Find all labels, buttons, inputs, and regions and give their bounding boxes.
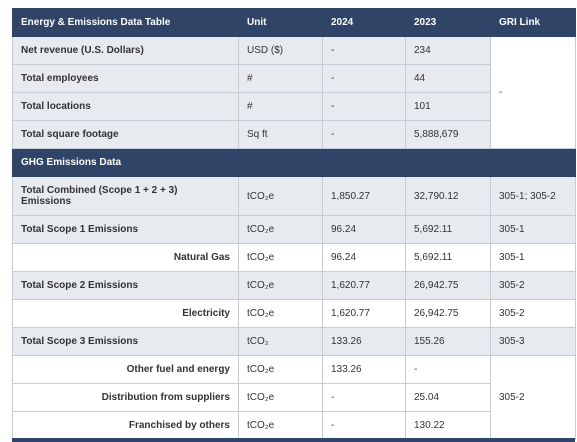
cell: - — [322, 120, 406, 149]
cell: 1,620.77 — [322, 299, 406, 328]
cell: Franchised by others — [12, 411, 239, 440]
cell: 130.22 — [405, 411, 491, 440]
cell: 155.26 — [405, 327, 491, 356]
cell: tCO₂e — [238, 299, 323, 328]
cell: 25.04 — [405, 383, 491, 412]
data-table: Energy & Emissions Data Table Unit 2024 … — [12, 8, 576, 440]
cell: 44 — [405, 64, 491, 93]
row: Total Scope 1 Emissions tCO₂e 96.24 5,69… — [12, 215, 576, 244]
header-cell: Energy & Emissions Data Table — [12, 8, 239, 37]
header-cell: 2024 — [322, 8, 406, 37]
cell: 133.26 — [322, 327, 406, 356]
cell: Total Scope 1 Emissions — [12, 215, 239, 244]
cell: USD ($) — [238, 36, 323, 65]
cell: 5,692.11 — [405, 215, 491, 244]
cell: - — [322, 64, 406, 93]
cell: - — [405, 355, 491, 384]
cell: Total Scope 3 Emissions — [12, 327, 239, 356]
header-cell: GRI Link — [490, 8, 576, 37]
cell: 305-1; 305-2 — [490, 176, 576, 216]
header-cell: Unit — [238, 8, 323, 37]
cell: 133.26 — [322, 355, 406, 384]
row: Total square footage Sq ft - 5,888,679 — [12, 120, 576, 149]
cell: 26,942.75 — [405, 271, 491, 300]
cell: 1,620.77 — [322, 271, 406, 300]
cell: tCO₂e — [238, 243, 323, 272]
cell: 5,888,679 — [405, 120, 491, 149]
cell: tCO₂e — [238, 383, 323, 412]
cell: 234 — [405, 36, 491, 65]
cell: tCO₂e — [238, 215, 323, 244]
header-row: Energy & Emissions Data Table Unit 2024 … — [12, 8, 576, 37]
cell: tCO₂e — [238, 355, 323, 384]
cell: Natural Gas — [12, 243, 239, 272]
cell: Other fuel and energy — [12, 355, 239, 384]
cell: 5,692.11 — [405, 243, 491, 272]
section-row: GHG Emissions Data — [12, 148, 576, 177]
cell: tCO₂e — [238, 271, 323, 300]
cell: 305-1 — [490, 215, 576, 244]
cell: Distribution from suppliers — [12, 383, 239, 412]
section-title: GHG Emissions Data — [12, 148, 576, 177]
cell: 305-2 — [490, 299, 576, 328]
cell: Sq ft — [238, 120, 323, 149]
cell: 305-2 — [490, 355, 576, 440]
row: Electricity tCO₂e 1,620.77 26,942.75 305… — [12, 299, 576, 328]
row: Natural Gas tCO₂e 96.24 5,692.11 305-1 — [12, 243, 576, 272]
cell: 305-1 — [490, 243, 576, 272]
cell: Total locations — [12, 92, 239, 121]
cell: Total Scope 2 Emissions — [12, 271, 239, 300]
row: Franchised by others tCO₂e - 130.22 — [12, 411, 576, 440]
header-cell: 2023 — [405, 8, 491, 37]
footer-bar — [12, 438, 575, 442]
cell: tCO₂e — [238, 176, 323, 216]
row: Total locations # - 101 — [12, 92, 576, 121]
cell: # — [238, 64, 323, 93]
cell: 1,850.27 — [322, 176, 406, 216]
cell: 96.24 — [322, 215, 406, 244]
row: Total employees # - 44 — [12, 64, 576, 93]
row: Other fuel and energy tCO₂e 133.26 - 305… — [12, 355, 576, 440]
row: Total Scope 2 Emissions tCO₂e 1,620.77 2… — [12, 271, 576, 300]
cell: tCO₂e — [238, 411, 323, 440]
cell: Total employees — [12, 64, 239, 93]
cell: 101 — [405, 92, 491, 121]
row: Net revenue (U.S. Dollars) USD ($) - 234… — [12, 36, 576, 149]
cell: - — [322, 383, 406, 412]
cell: Total square footage — [12, 120, 239, 149]
row: Distribution from suppliers tCO₂e - 25.0… — [12, 383, 576, 412]
cell: 96.24 — [322, 243, 406, 272]
cell: Total Combined (Scope 1 + 2 + 3) Emissio… — [12, 176, 239, 216]
cell: - — [322, 36, 406, 65]
cell: - — [322, 92, 406, 121]
cell: 305-2 — [490, 271, 576, 300]
cell: 32,790.12 — [405, 176, 491, 216]
cell: Net revenue (U.S. Dollars) — [12, 36, 239, 65]
cell: Electricity — [12, 299, 239, 328]
row: Total Combined (Scope 1 + 2 + 3) Emissio… — [12, 176, 576, 216]
cell: - — [322, 411, 406, 440]
cell: tCO₂ — [238, 327, 323, 356]
cell: - — [490, 36, 576, 149]
cell: 26,942.75 — [405, 299, 491, 328]
cell: # — [238, 92, 323, 121]
cell: 305-3 — [490, 327, 576, 356]
row: Total Scope 3 Emissions tCO₂ 133.26 155.… — [12, 327, 576, 356]
